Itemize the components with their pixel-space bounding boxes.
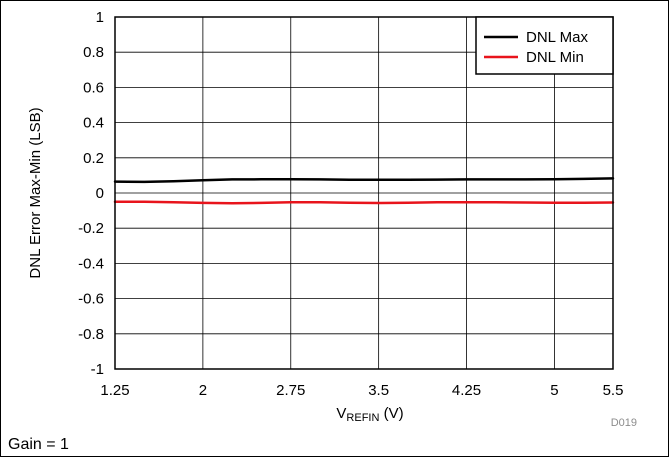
y-axis-label: DNL Error Max-Min (LSB) xyxy=(27,107,44,278)
x-tick-label: 2.75 xyxy=(276,382,305,399)
x-axis-label-unit: (V) xyxy=(379,405,403,422)
y-tick-label: -0.2 xyxy=(78,220,104,237)
legend-label: DNL Min xyxy=(526,49,584,66)
x-tick-label: 2 xyxy=(199,382,207,399)
legend-box xyxy=(475,16,614,75)
x-tick-label: 5 xyxy=(550,382,558,399)
plot-area-border xyxy=(114,16,614,370)
series-line-dnl-min xyxy=(113,200,615,205)
y-tick-label: 0 xyxy=(96,185,104,202)
y-tick-label: -0.8 xyxy=(78,326,104,343)
y-tick-label: 0.4 xyxy=(83,115,104,132)
y-tick-labels: 1 0.8 0.6 0.4 0.2 0 -0.2 -0.4 -0.6 -0.8 -1 xyxy=(78,9,104,378)
x-axis-label-subscript: REFIN xyxy=(346,412,379,424)
y-tick-label: -0.4 xyxy=(78,255,104,272)
x-axis-label-main: V xyxy=(336,405,346,422)
series-layer xyxy=(113,177,615,205)
series-line-dnl-max xyxy=(113,177,615,184)
x-tick-label: 1.25 xyxy=(100,382,129,399)
x-tick-label: 3.5 xyxy=(368,382,389,399)
x-axis-label: VREFIN (V) xyxy=(336,405,403,424)
y-tick-label: 0.8 xyxy=(83,44,104,61)
condition-note: Gain = 1 xyxy=(8,436,69,453)
x-tick-label: 4.25 xyxy=(452,382,481,399)
x-tick-labels: 1.25 2 2.75 3.5 4.25 5 5.5 xyxy=(100,382,623,399)
x-tick-label: 5.5 xyxy=(603,382,624,399)
y-tick-label: -1 xyxy=(91,361,104,378)
y-tick-label: 1 xyxy=(96,9,104,26)
y-tick-label: -0.6 xyxy=(78,291,104,308)
y-tick-label: 0.2 xyxy=(83,150,104,167)
legend-label: DNL Max xyxy=(526,29,588,46)
legend: DNL Max DNL Min xyxy=(475,16,614,75)
y-tick-label: 0.6 xyxy=(83,79,104,96)
figure-code: D019 xyxy=(611,417,637,429)
